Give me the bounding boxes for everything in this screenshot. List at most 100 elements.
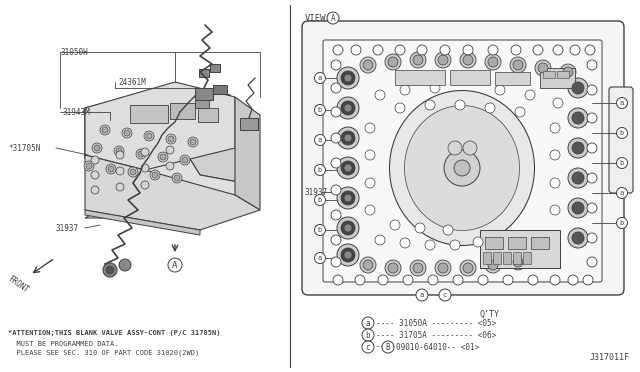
Circle shape: [413, 263, 423, 273]
Bar: [503, 252, 511, 264]
Circle shape: [568, 275, 578, 285]
Circle shape: [460, 52, 476, 68]
Circle shape: [360, 57, 376, 73]
Circle shape: [362, 317, 374, 329]
Circle shape: [444, 150, 480, 186]
Circle shape: [314, 224, 326, 235]
Circle shape: [102, 127, 108, 133]
Circle shape: [550, 275, 560, 285]
Circle shape: [570, 45, 580, 55]
Bar: [557, 71, 569, 78]
Circle shape: [485, 257, 501, 273]
Circle shape: [314, 135, 326, 145]
Circle shape: [331, 158, 341, 168]
Circle shape: [365, 178, 375, 188]
Circle shape: [174, 175, 180, 181]
Circle shape: [568, 138, 588, 158]
Text: b: b: [620, 220, 624, 226]
Circle shape: [563, 67, 573, 77]
Bar: [483, 252, 491, 264]
Circle shape: [116, 148, 122, 154]
Circle shape: [463, 55, 473, 65]
Text: A: A: [172, 260, 178, 269]
Circle shape: [168, 136, 174, 142]
Circle shape: [341, 191, 355, 205]
Circle shape: [417, 45, 427, 55]
Bar: [493, 252, 501, 264]
Circle shape: [314, 253, 326, 263]
Circle shape: [378, 275, 388, 285]
Text: a: a: [365, 318, 371, 327]
Circle shape: [341, 71, 355, 85]
Circle shape: [119, 259, 131, 271]
Text: a: a: [420, 292, 424, 298]
Circle shape: [331, 210, 341, 220]
Text: FRONT: FRONT: [6, 275, 30, 295]
Bar: [480, 230, 560, 268]
Circle shape: [341, 101, 355, 115]
Circle shape: [341, 248, 355, 262]
Circle shape: [513, 60, 523, 70]
Bar: [195, 88, 213, 100]
Circle shape: [587, 85, 597, 95]
Circle shape: [331, 235, 341, 245]
Circle shape: [86, 163, 92, 169]
Circle shape: [362, 341, 374, 353]
Circle shape: [572, 202, 584, 214]
Text: a: a: [318, 75, 322, 81]
Circle shape: [435, 52, 451, 68]
Text: 24361M: 24361M: [118, 77, 146, 87]
Circle shape: [587, 203, 597, 213]
Circle shape: [314, 105, 326, 115]
Text: 09010-64010-- <01>: 09010-64010-- <01>: [396, 343, 479, 352]
Circle shape: [365, 150, 375, 160]
Circle shape: [495, 85, 505, 95]
Text: 31937: 31937: [305, 187, 328, 196]
Circle shape: [91, 171, 99, 179]
Circle shape: [141, 181, 149, 189]
Circle shape: [108, 166, 114, 172]
Circle shape: [455, 100, 465, 110]
Text: b: b: [318, 107, 322, 113]
Circle shape: [416, 289, 428, 301]
Circle shape: [375, 90, 385, 100]
Circle shape: [572, 172, 584, 184]
Circle shape: [510, 57, 526, 73]
Bar: [523, 252, 531, 264]
Circle shape: [168, 258, 182, 272]
Circle shape: [535, 60, 551, 76]
Circle shape: [331, 257, 341, 267]
Text: 31943M: 31943M: [62, 108, 90, 116]
Circle shape: [438, 263, 448, 273]
Text: A: A: [331, 13, 335, 22]
Circle shape: [550, 150, 560, 160]
Circle shape: [438, 55, 448, 65]
Circle shape: [572, 142, 584, 154]
Text: MUST BE PROGRAMMED DATA.: MUST BE PROGRAMMED DATA.: [8, 341, 118, 347]
Circle shape: [375, 235, 385, 245]
Circle shape: [503, 275, 513, 285]
Circle shape: [587, 233, 597, 243]
Circle shape: [106, 266, 114, 274]
Circle shape: [587, 173, 597, 183]
Circle shape: [344, 74, 352, 82]
Circle shape: [122, 128, 132, 138]
Circle shape: [515, 107, 525, 117]
Circle shape: [550, 178, 560, 188]
Text: *ATTENTION;THIS BLANK VALVE ASSY-CONT (P/C 31705N): *ATTENTION;THIS BLANK VALVE ASSY-CONT (P…: [8, 330, 221, 336]
Text: c: c: [443, 292, 447, 298]
Circle shape: [587, 113, 597, 123]
Circle shape: [314, 164, 326, 176]
Circle shape: [443, 225, 453, 235]
Circle shape: [314, 73, 326, 83]
Circle shape: [152, 172, 158, 178]
Text: J317011F: J317011F: [590, 353, 630, 362]
Text: a: a: [620, 190, 624, 196]
Circle shape: [448, 141, 462, 155]
Circle shape: [568, 198, 588, 218]
Circle shape: [585, 45, 595, 55]
Circle shape: [568, 228, 588, 248]
Circle shape: [400, 85, 410, 95]
Polygon shape: [85, 82, 235, 170]
Circle shape: [92, 143, 102, 153]
